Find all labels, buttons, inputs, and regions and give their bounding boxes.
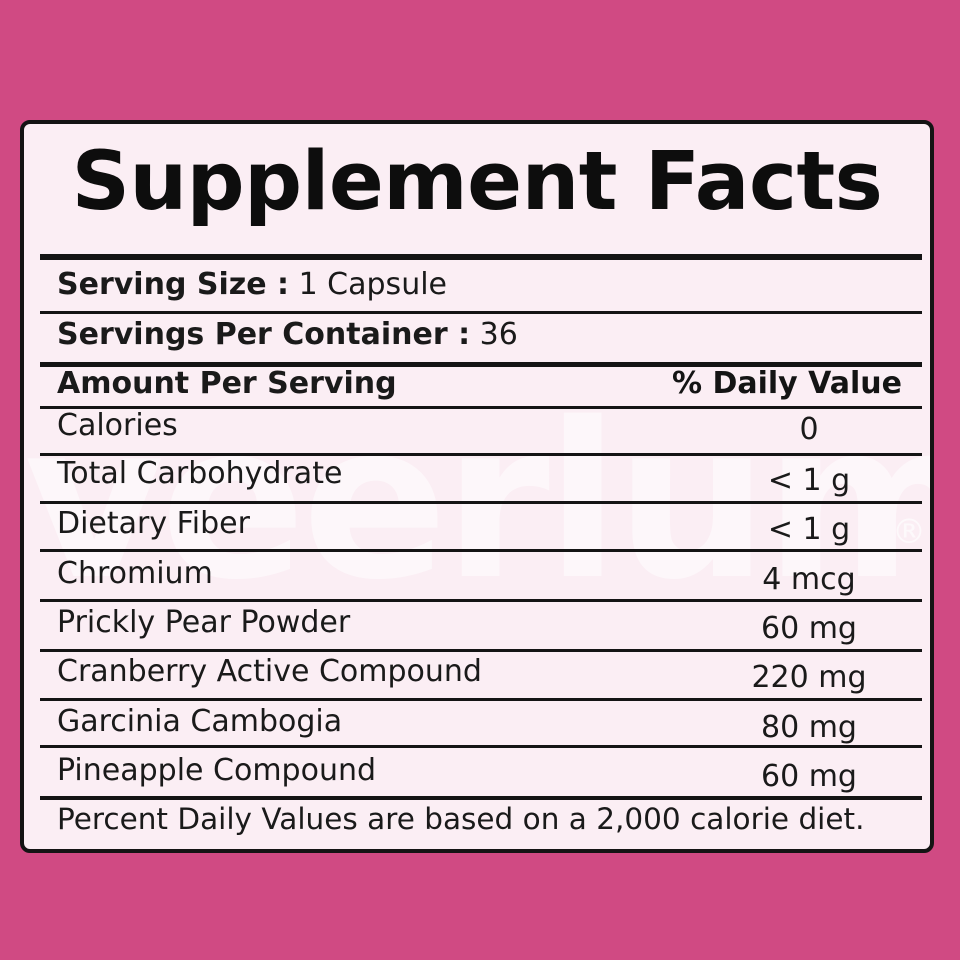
nutrient-amount: 220 mg — [751, 660, 867, 695]
divider — [40, 406, 922, 409]
divider — [40, 698, 922, 701]
serving-size-row: Serving Size : 1 Capsule — [57, 270, 447, 300]
nutrient-amount: < 1 g — [767, 512, 851, 547]
supplement-facts-panel: veerlum ® Supplement Facts Serving Size … — [20, 120, 934, 853]
nutrient-name: Total Carbohydrate — [57, 456, 343, 491]
registered-mark: ® — [892, 512, 926, 552]
serving-size-label: Serving Size : — [57, 267, 290, 302]
panel-title: Supplement Facts — [71, 135, 883, 229]
divider — [40, 599, 922, 602]
amount-per-serving-header: Amount Per Serving — [57, 366, 397, 401]
nutrient-amount: 0 — [799, 412, 819, 447]
nutrient-name: Dietary Fiber — [57, 506, 250, 541]
nutrient-name: Pineapple Compound — [57, 753, 377, 788]
divider — [40, 649, 922, 652]
divider — [40, 501, 922, 504]
divider — [40, 311, 922, 314]
nutrient-amount: 4 mcg — [762, 562, 856, 597]
title-divider — [40, 254, 922, 260]
serving-size-value: 1 Capsule — [298, 267, 447, 302]
nutrient-amount: 60 mg — [761, 759, 857, 794]
nutrient-name: Cranberry Active Compound — [57, 654, 482, 689]
nutrient-amount: 80 mg — [761, 710, 857, 745]
nutrient-name: Prickly Pear Powder — [57, 605, 351, 640]
divider — [40, 362, 922, 367]
divider — [40, 453, 922, 456]
daily-value-header: % Daily Value — [671, 366, 902, 401]
divider — [40, 796, 922, 800]
nutrient-name: Garcinia Cambogia — [57, 704, 343, 739]
nutrient-name: Chromium — [57, 556, 213, 591]
divider — [40, 549, 922, 552]
footnote: Percent Daily Values are based on a 2,00… — [57, 802, 865, 836]
servings-per-container-row: Servings Per Container : 36 — [57, 320, 518, 350]
nutrient-amount: < 1 g — [767, 463, 851, 498]
servings-per-container-label: Servings Per Container : — [57, 317, 471, 352]
divider — [40, 745, 922, 748]
servings-per-container-value: 36 — [479, 317, 518, 352]
nutrient-amount: 60 mg — [761, 611, 857, 646]
nutrient-name: Calories — [57, 408, 178, 443]
